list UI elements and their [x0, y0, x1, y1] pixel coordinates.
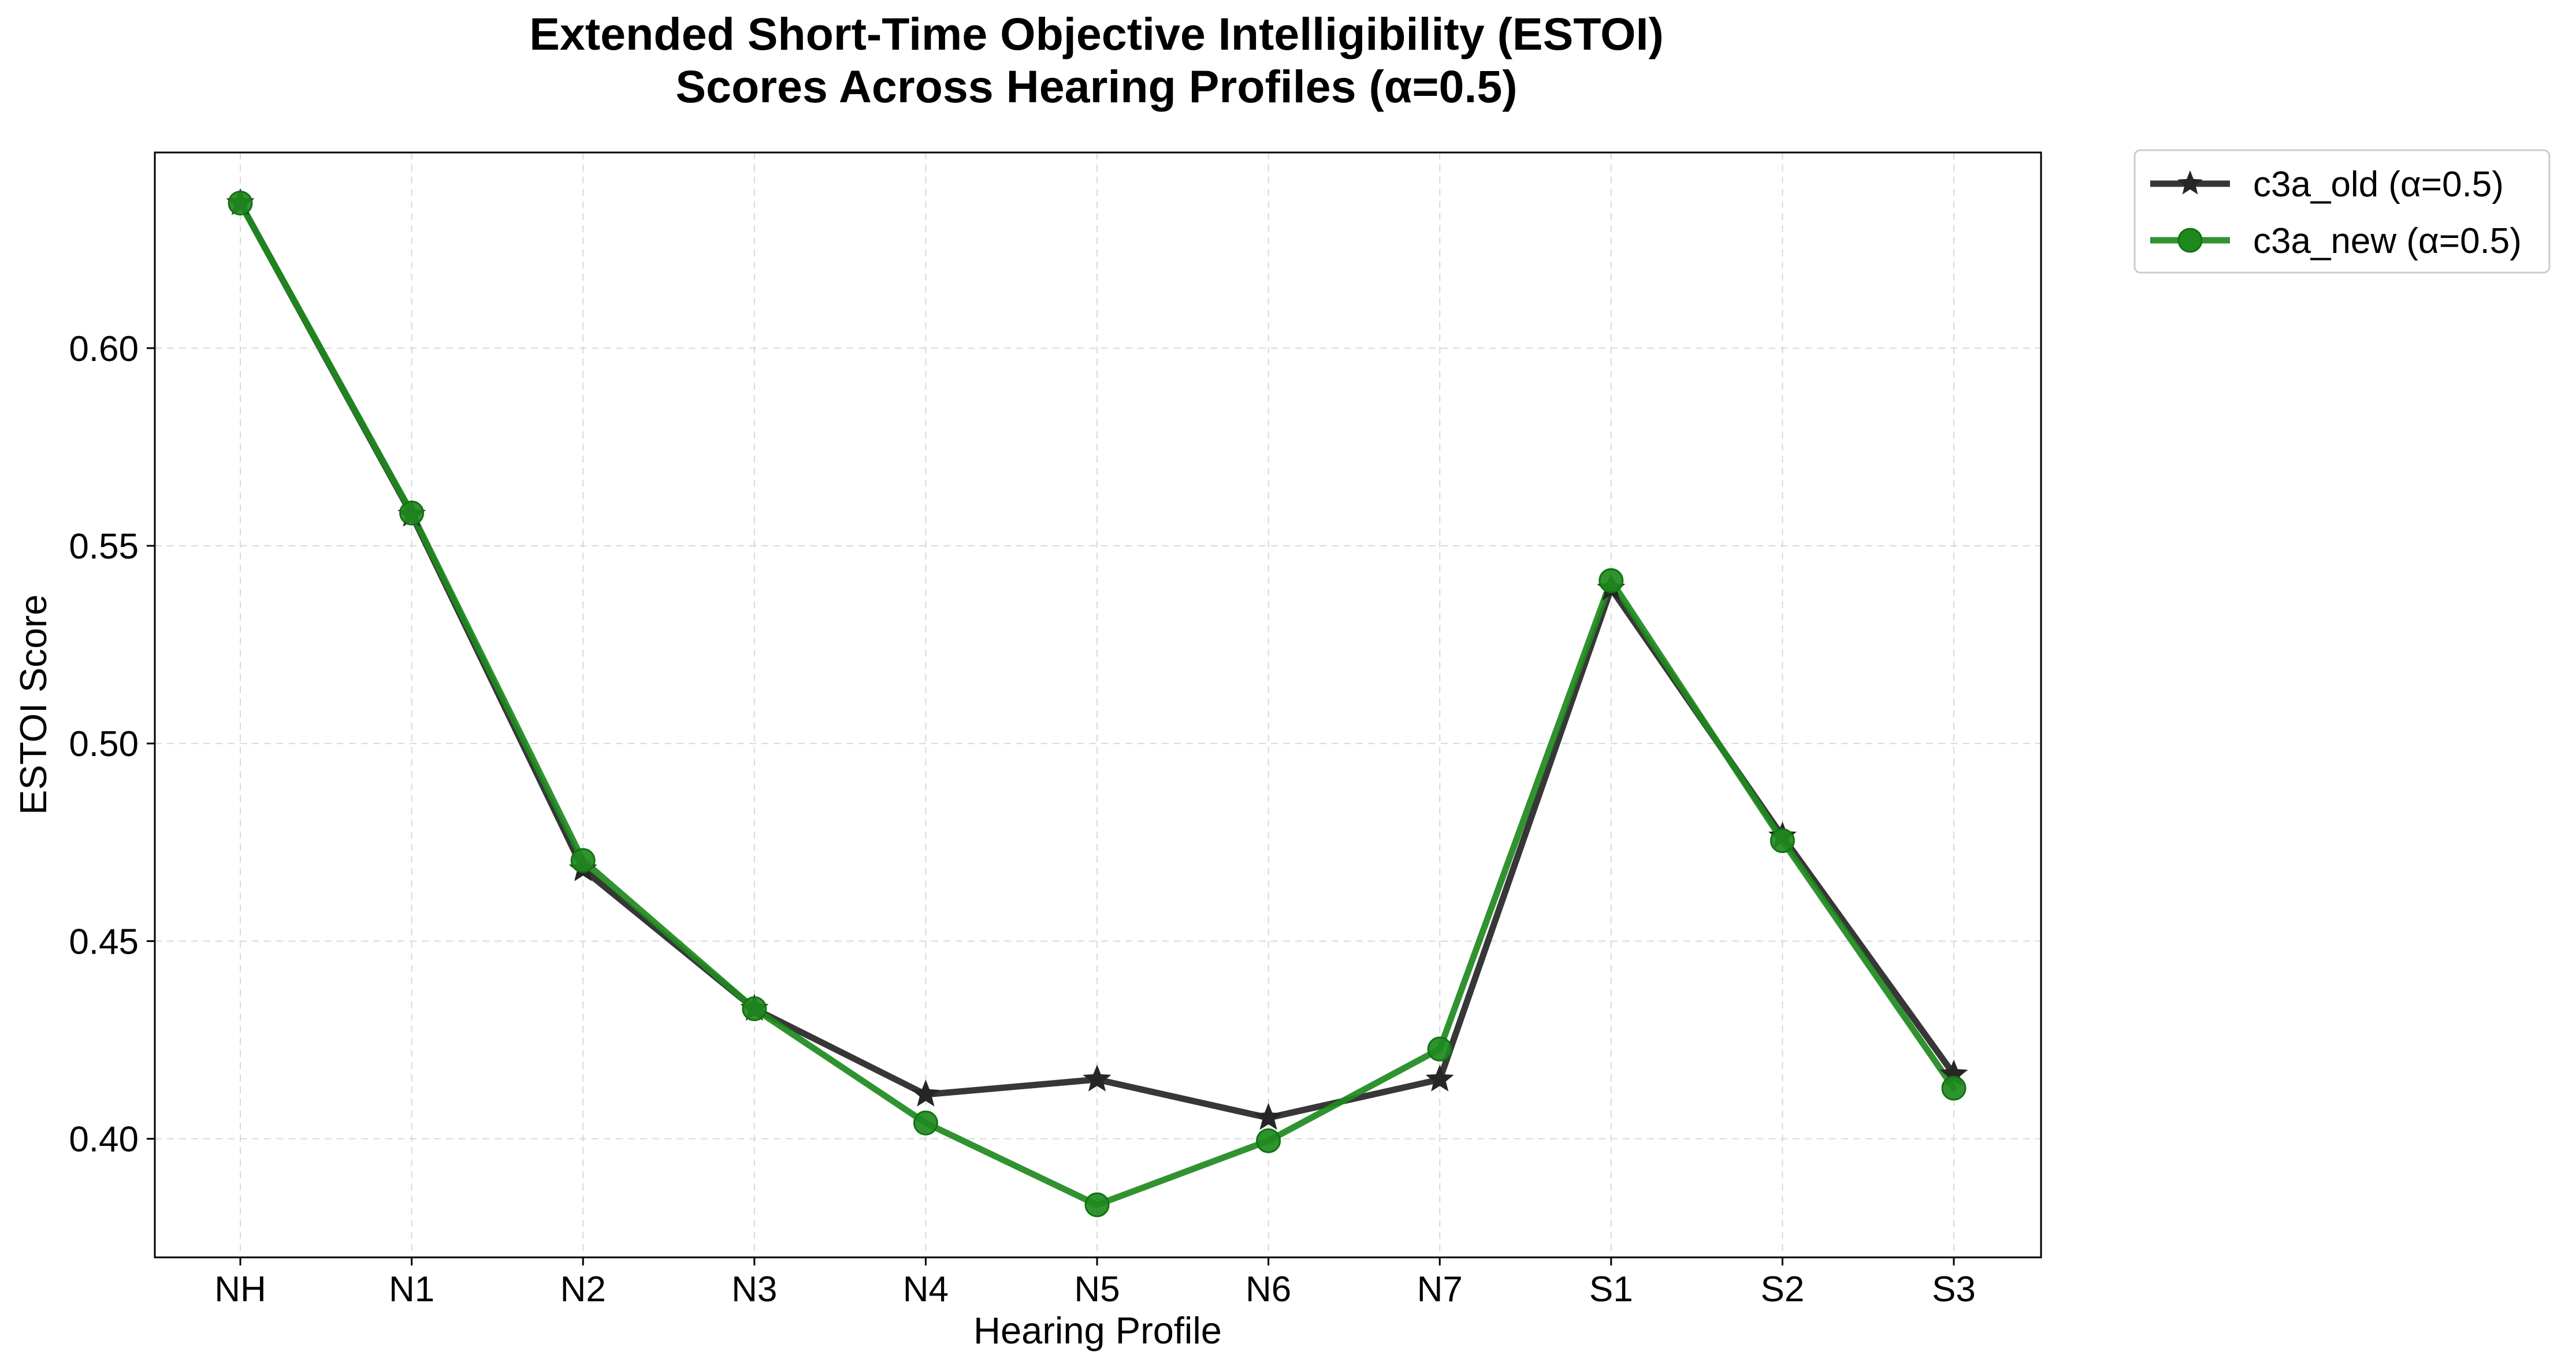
- x-tick-label: NH: [214, 1270, 266, 1309]
- data-point-old: [911, 1079, 940, 1107]
- y-axis-label: ESTOI Score: [12, 594, 54, 815]
- data-point-new: [1084, 1192, 1110, 1218]
- y-tick-label: 0.60: [69, 329, 139, 369]
- data-point-new: [1427, 1036, 1452, 1062]
- y-tick-label: 0.55: [69, 527, 139, 567]
- y-tick-label: 0.50: [69, 724, 139, 764]
- x-axis-label: Hearing Profile: [973, 1309, 1222, 1352]
- x-tick-label: N3: [731, 1270, 777, 1309]
- data-point-old: [1254, 1103, 1283, 1130]
- legend-circle-marker: [2177, 228, 2203, 253]
- grid-lines: [155, 152, 2041, 1257]
- data-point-old: [1425, 1064, 1454, 1092]
- x-tick-label: N7: [1417, 1270, 1463, 1309]
- data-series: [226, 188, 1968, 1218]
- legend-frame: [2133, 149, 2551, 274]
- data-point-new: [570, 848, 596, 873]
- y-tick-label: 0.40: [69, 1120, 139, 1160]
- x-tick-label: S3: [1932, 1270, 1976, 1309]
- data-point-new: [913, 1110, 938, 1136]
- x-tick-label: N2: [560, 1270, 606, 1309]
- chart-title-line2: Scores Across Hearing Profiles (α=0.5): [675, 61, 1517, 112]
- x-tick-label: N4: [903, 1270, 949, 1309]
- data-point-old: [1083, 1064, 1112, 1092]
- plot-area: [155, 152, 2041, 1257]
- data-point-new: [1256, 1128, 1281, 1153]
- legend: c3a_old (α=0.5) c3a_new (α=0.5): [2133, 149, 2551, 274]
- data-point-new: [1770, 828, 1795, 854]
- legend-star-marker: [2177, 170, 2203, 195]
- chart-title-line1: Extended Short-Time Objective Intelligib…: [529, 8, 1664, 59]
- x-tick-label: S2: [1760, 1270, 1804, 1309]
- legend-label: c3a_new (α=0.5): [2253, 221, 2522, 261]
- x-tick-label: N1: [389, 1270, 434, 1309]
- y-tick-label: 0.45: [69, 922, 139, 962]
- data-point-new: [399, 500, 425, 526]
- data-point-new: [1599, 568, 1624, 593]
- data-point-new: [228, 191, 253, 216]
- legend-label: c3a_old (α=0.5): [2253, 165, 2504, 204]
- data-point-new: [1941, 1075, 1967, 1101]
- x-tick-label: S1: [1589, 1270, 1633, 1309]
- x-tick-label: N6: [1246, 1270, 1291, 1309]
- axis-ticks: NH N1 N2 N3 N4 N5 N6 N7 S1 S2 S3 0.40 0.45 0.50 0.55 0.…: [69, 329, 1976, 1309]
- data-point-new: [742, 996, 767, 1021]
- x-tick-label: N5: [1074, 1270, 1120, 1309]
